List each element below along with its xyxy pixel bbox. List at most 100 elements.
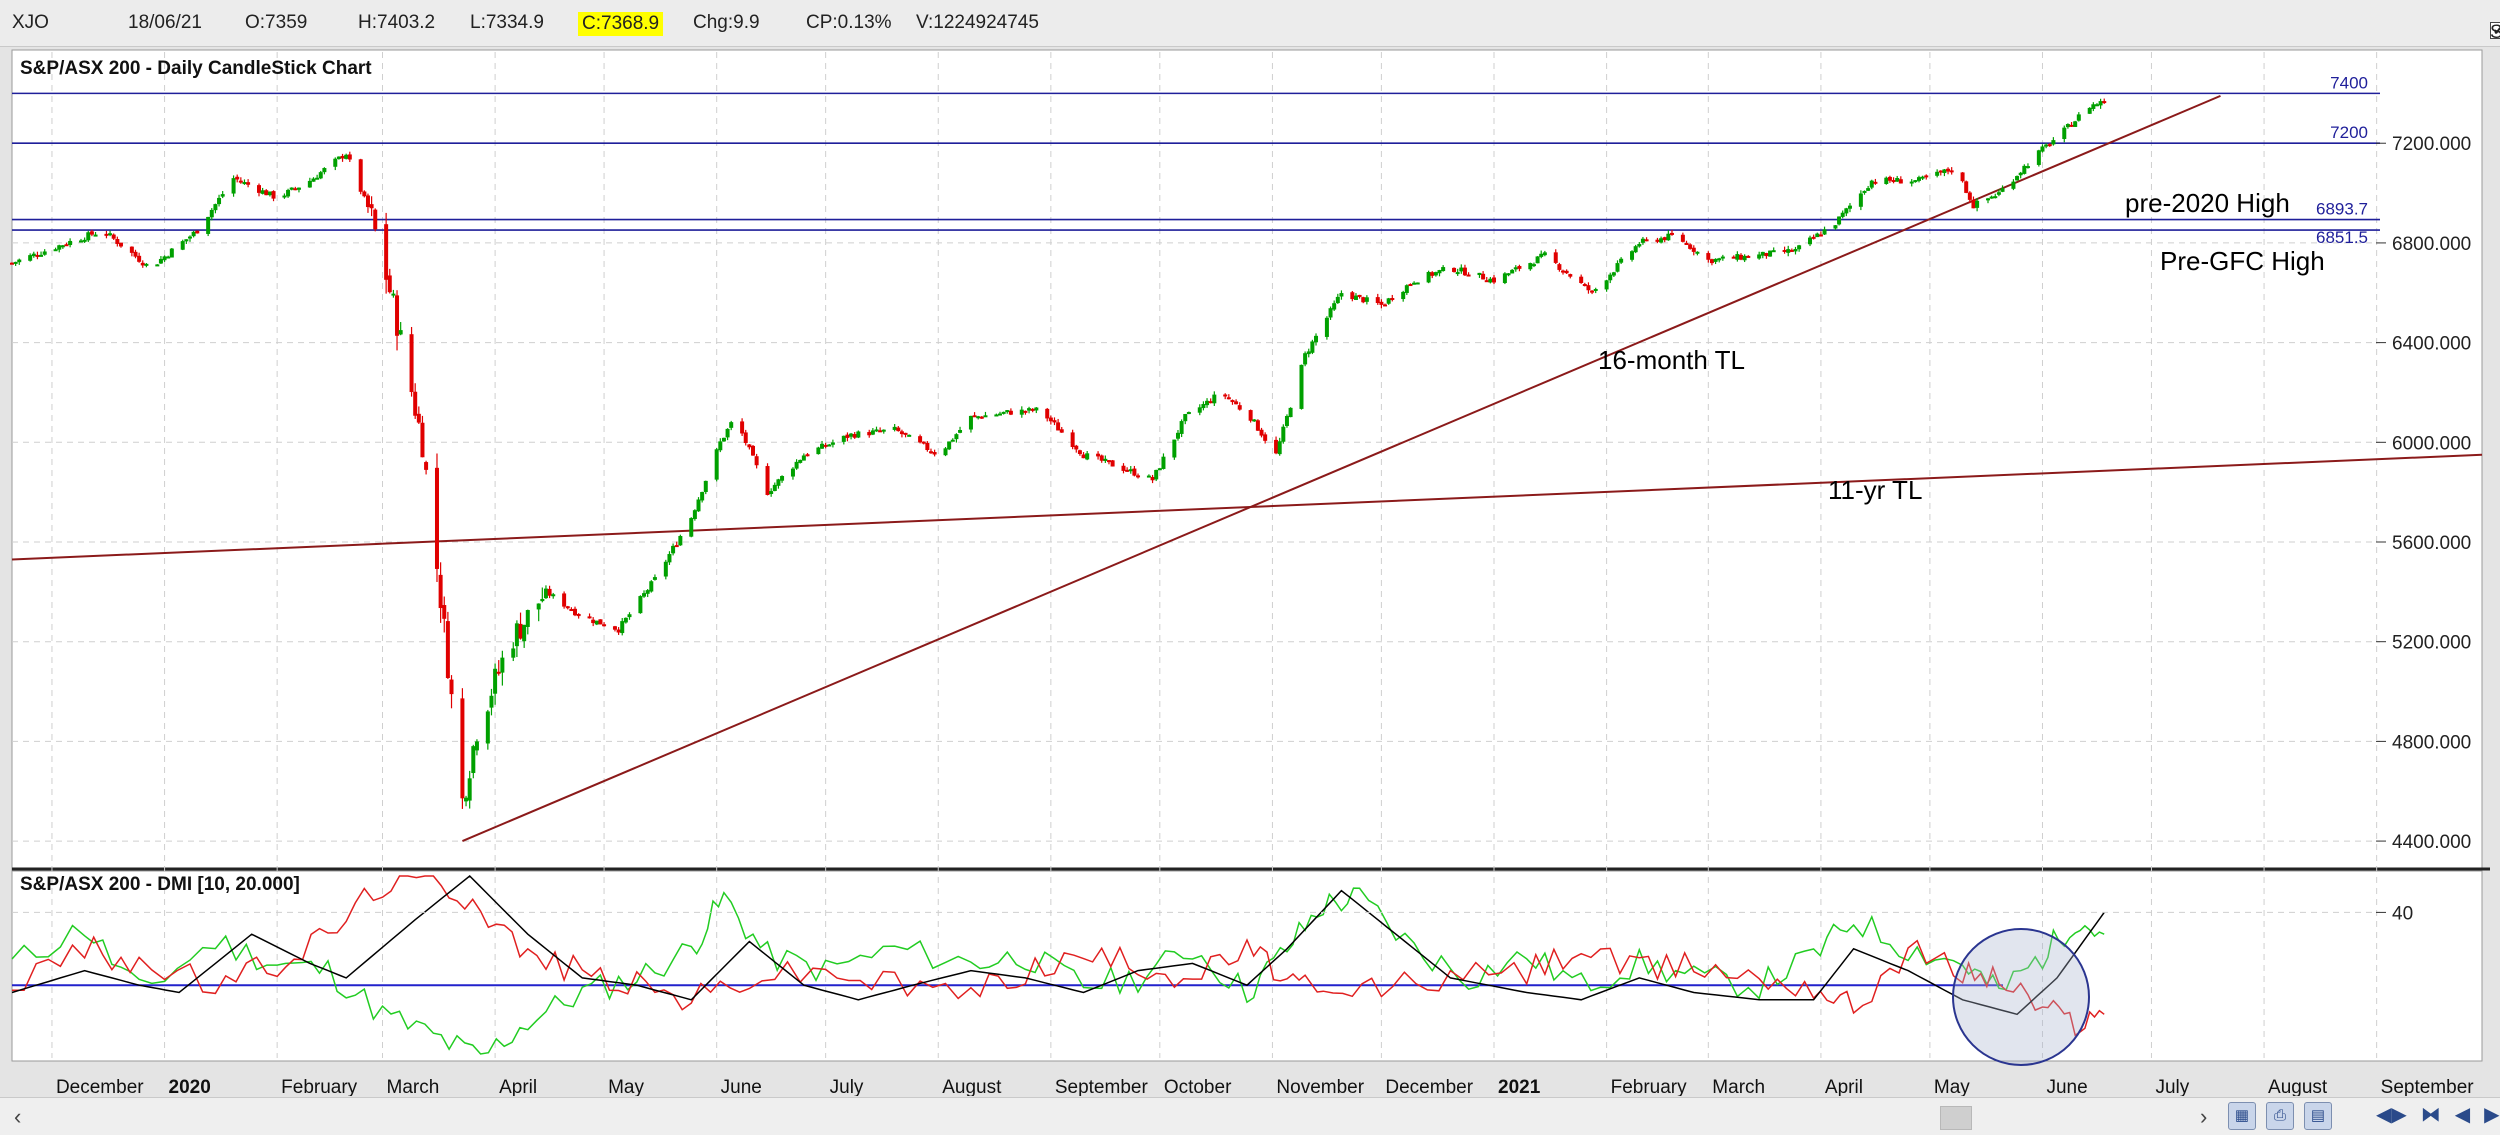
candle-body [1666, 233, 1671, 241]
candle-body [1557, 264, 1562, 270]
x-axis-label: 2020 [169, 1077, 211, 1096]
candle-body [852, 434, 857, 438]
candle-body [2065, 124, 2070, 128]
candle-body [1339, 293, 1344, 297]
candle-body [765, 466, 770, 495]
candle-body [373, 209, 378, 230]
candle-body [1452, 267, 1457, 272]
show-last-checkbox[interactable]: ✔ [2490, 22, 2500, 39]
expand-icon[interactable]: ⧓ [2420, 1104, 2441, 1126]
candle-body [1935, 171, 1940, 176]
candle-body [1274, 439, 1279, 454]
candle-body [2036, 150, 2041, 165]
next-icon[interactable]: ▶ [2484, 1104, 2500, 1126]
candle-body [874, 429, 879, 432]
save-icon[interactable]: ▤ [2304, 1102, 2332, 1130]
candle-body [2051, 140, 2056, 145]
candle-body [39, 254, 44, 257]
candle-body [1052, 420, 1057, 423]
candle-body [1742, 255, 1747, 261]
11-yr-tl-annotation: 11-yr TL [1828, 475, 1922, 505]
candle-body [896, 427, 901, 432]
x-axis-label: December [1385, 1077, 1473, 1096]
dmi-tick-label: 40 [2392, 903, 2413, 924]
candle-body [1128, 469, 1133, 472]
print-icon[interactable]: ⎙ [2266, 1102, 2294, 1130]
candle-body [108, 233, 113, 236]
candle-body [1103, 458, 1108, 461]
pre-2020-high-annotation: pre-2020 High [2125, 188, 2290, 218]
candle-body [1386, 298, 1391, 304]
candle-body [663, 561, 668, 577]
candle-body [1350, 292, 1355, 300]
price-tick-label: 7200.000 [2392, 134, 2471, 155]
candle-body [667, 554, 672, 563]
candle-body [1459, 267, 1464, 272]
candle-body [1299, 364, 1304, 409]
candle-body [1786, 249, 1791, 253]
candle-body [587, 616, 592, 619]
scroll-thumb[interactable] [1940, 1106, 1972, 1130]
symbol-label: XJO [12, 12, 49, 33]
candle-body [93, 234, 98, 237]
candle-body [1611, 272, 1616, 276]
candle-body [307, 180, 312, 188]
candle-body [1717, 258, 1722, 261]
chart-area[interactable]: S&P/ASX 200 - Daily CandleStick Chart S&… [0, 46, 2500, 1096]
candle-body [1306, 351, 1311, 355]
candle-body [678, 535, 683, 546]
candle-body [1713, 258, 1718, 262]
candle-body [740, 421, 745, 434]
x-axis-label: February [1611, 1077, 1688, 1096]
candle-body [594, 620, 599, 625]
candle-body [1615, 263, 1620, 272]
candle-body [623, 617, 628, 623]
candle-body [1764, 253, 1769, 257]
chart-tool-icon[interactable]: ▦ [2228, 1102, 2256, 1130]
candle-body [1383, 304, 1388, 307]
candle-body [82, 239, 87, 242]
candle-body [1375, 297, 1380, 304]
candle-body [1361, 297, 1366, 303]
candle-body [772, 484, 777, 491]
candle-body [638, 596, 643, 614]
scroll-bar[interactable]: ‹ › ▦ ⎙ ▤ ◀▶ ⧓ ◀ ▶ [0, 1097, 2500, 1135]
candle-body [1946, 168, 1951, 172]
candle-body [652, 577, 657, 580]
candle-body [485, 711, 490, 744]
candle-body [1179, 421, 1184, 434]
candle-body [17, 259, 22, 263]
scroll-left-icon[interactable]: ‹ [14, 1104, 22, 1129]
candle-body [267, 191, 272, 196]
scroll-right-icon[interactable]: › [2200, 1104, 2208, 1129]
candle-body [2073, 121, 2078, 127]
price-tick-label: 4400.000 [2392, 832, 2471, 853]
candle-body [322, 168, 327, 173]
dmi-series-line [11, 874, 2105, 1016]
candle-body [2018, 172, 2023, 176]
candle-body [1023, 410, 1028, 413]
candle-body [1564, 270, 1569, 274]
change-value: Chg:9.9 [693, 12, 760, 33]
candle-body [1005, 410, 1010, 413]
candle-body [983, 415, 988, 418]
candle-body [1059, 429, 1064, 433]
candle-body [921, 441, 926, 444]
candle-body [1027, 408, 1032, 411]
candle-body [1986, 198, 1990, 201]
candle-body [57, 245, 62, 250]
candle-body [1259, 429, 1264, 436]
candle-body [1884, 177, 1889, 185]
candle-body [133, 251, 138, 257]
candle-body [1070, 432, 1075, 448]
candle-body [627, 614, 632, 618]
price-chart-title: S&P/ASX 200 - Daily CandleStick Chart [20, 58, 372, 79]
price-tick-label: 5200.000 [2392, 633, 2471, 654]
candle-body [718, 441, 723, 451]
prev-icon[interactable]: ◀ [2454, 1104, 2471, 1126]
x-axis-label: May [1934, 1077, 1970, 1096]
candle-body [998, 413, 1002, 416]
first-icon[interactable]: ◀▶ [2376, 1104, 2407, 1126]
candle-body [1426, 271, 1431, 283]
candle-body [1920, 176, 1925, 179]
